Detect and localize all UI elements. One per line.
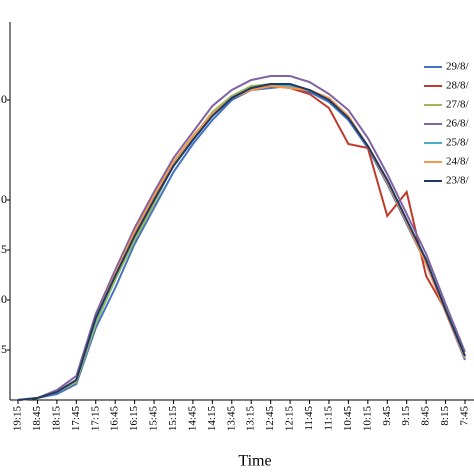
x-tick-label: 10:45	[342, 406, 354, 432]
x-tick-label: 14:45	[186, 406, 198, 432]
legend-label: 25/8/	[446, 137, 470, 149]
x-tick-label: 13:45	[225, 406, 237, 432]
x-tick-label: 9:15	[400, 406, 412, 426]
x-tick-label: 12:15	[284, 406, 296, 432]
x-tick-label: 14:15	[206, 406, 218, 432]
x-tick-label: 16:15	[128, 406, 140, 432]
x-tick-label: 12:45	[264, 406, 276, 432]
x-axis-label: Time	[238, 453, 271, 470]
x-tick-label: 17:15	[89, 406, 101, 432]
legend-label: 27/8/	[446, 99, 470, 111]
x-tick-label: 8:45	[420, 406, 432, 426]
y-tick-label: 0	[1, 92, 7, 106]
legend-label: 23/8/	[446, 175, 470, 187]
x-tick-label: 8:15	[439, 406, 451, 426]
x-tick-label: 15:15	[167, 406, 179, 432]
x-tick-label: 11:15	[322, 406, 334, 431]
x-tick-label: 9:45	[381, 406, 393, 426]
legend-label: 24/8/	[446, 156, 470, 168]
x-tick-label: 10:15	[361, 406, 373, 432]
x-tick-label: 17:45	[70, 406, 82, 432]
legend-label: 29/8/	[446, 61, 470, 73]
x-tick-label: 18:45	[31, 406, 43, 432]
x-tick-label: 7:45	[459, 406, 471, 426]
legend-label: 26/8/	[446, 118, 470, 130]
y-tick-label: 5	[1, 242, 7, 256]
x-tick-label: 19:15	[12, 406, 24, 432]
x-tick-label: 11:45	[303, 406, 315, 431]
x-tick-label: 16:45	[109, 406, 121, 432]
x-tick-label: 15:45	[148, 406, 160, 432]
y-tick-label: 0	[1, 192, 7, 206]
series-line	[17, 75, 466, 401]
x-tick-label: 13:15	[245, 406, 257, 432]
y-tick-label: 0	[1, 292, 7, 306]
series-line	[17, 83, 466, 401]
y-tick-label: 5	[1, 342, 7, 356]
legend-label: 28/8/	[446, 80, 470, 92]
x-tick-label: 18:15	[50, 406, 62, 432]
